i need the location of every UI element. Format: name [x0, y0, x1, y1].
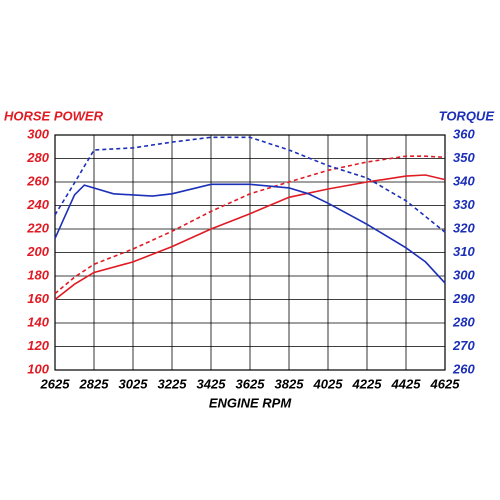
y-tick-label: 280 [26, 150, 49, 165]
y-tick-label: 300 [27, 126, 49, 141]
x-tick-label: 4625 [430, 376, 461, 391]
y2-tick-label: 270 [452, 338, 475, 353]
x-axis-title: ENGINE RPM [209, 395, 293, 410]
y-tick-label: 120 [27, 338, 49, 353]
y2-tick-label: 310 [453, 244, 475, 259]
y2-tick-label: 360 [453, 126, 475, 141]
x-tick-label: 3625 [236, 376, 266, 391]
y2-tick-label: 280 [452, 314, 475, 329]
x-tick-label: 4225 [352, 376, 383, 391]
y-tick-label: 160 [27, 291, 49, 306]
y2-tick-label: 340 [453, 173, 475, 188]
y2-tick-label: 300 [453, 267, 475, 282]
x-tick-label: 2625 [40, 376, 71, 391]
x-tick-label: 4025 [313, 376, 344, 391]
x-tick-label: 3025 [119, 376, 149, 391]
y2-axis-title: TORQUE [439, 108, 495, 123]
y-tick-label: 140 [27, 314, 49, 329]
y-tick-label: 200 [26, 244, 49, 259]
y2-tick-label: 320 [453, 220, 475, 235]
x-tick-label: 4425 [391, 376, 422, 391]
line [54, 183, 446, 284]
line [54, 136, 446, 233]
y-tick-label: 260 [26, 173, 49, 188]
y2-tick-label: 290 [452, 291, 475, 306]
x-tick-label: 2825 [79, 376, 110, 391]
plot-border [54, 134, 446, 371]
y-axis-title: HORSE POWER [4, 108, 104, 123]
y-tick-label: 100 [27, 361, 49, 376]
y2-tick-label: 350 [453, 150, 475, 165]
line [54, 155, 446, 295]
y2-tick-label: 260 [452, 361, 475, 376]
x-tick-label: 3225 [158, 376, 188, 391]
y-tick-label: 240 [26, 197, 49, 212]
y2-tick-label: 330 [453, 197, 475, 212]
x-tick-label: 3425 [197, 376, 227, 391]
x-tick-label: 3825 [275, 376, 305, 391]
y-tick-label: 220 [26, 220, 49, 235]
y-tick-label: 180 [27, 267, 49, 282]
line [54, 174, 446, 301]
